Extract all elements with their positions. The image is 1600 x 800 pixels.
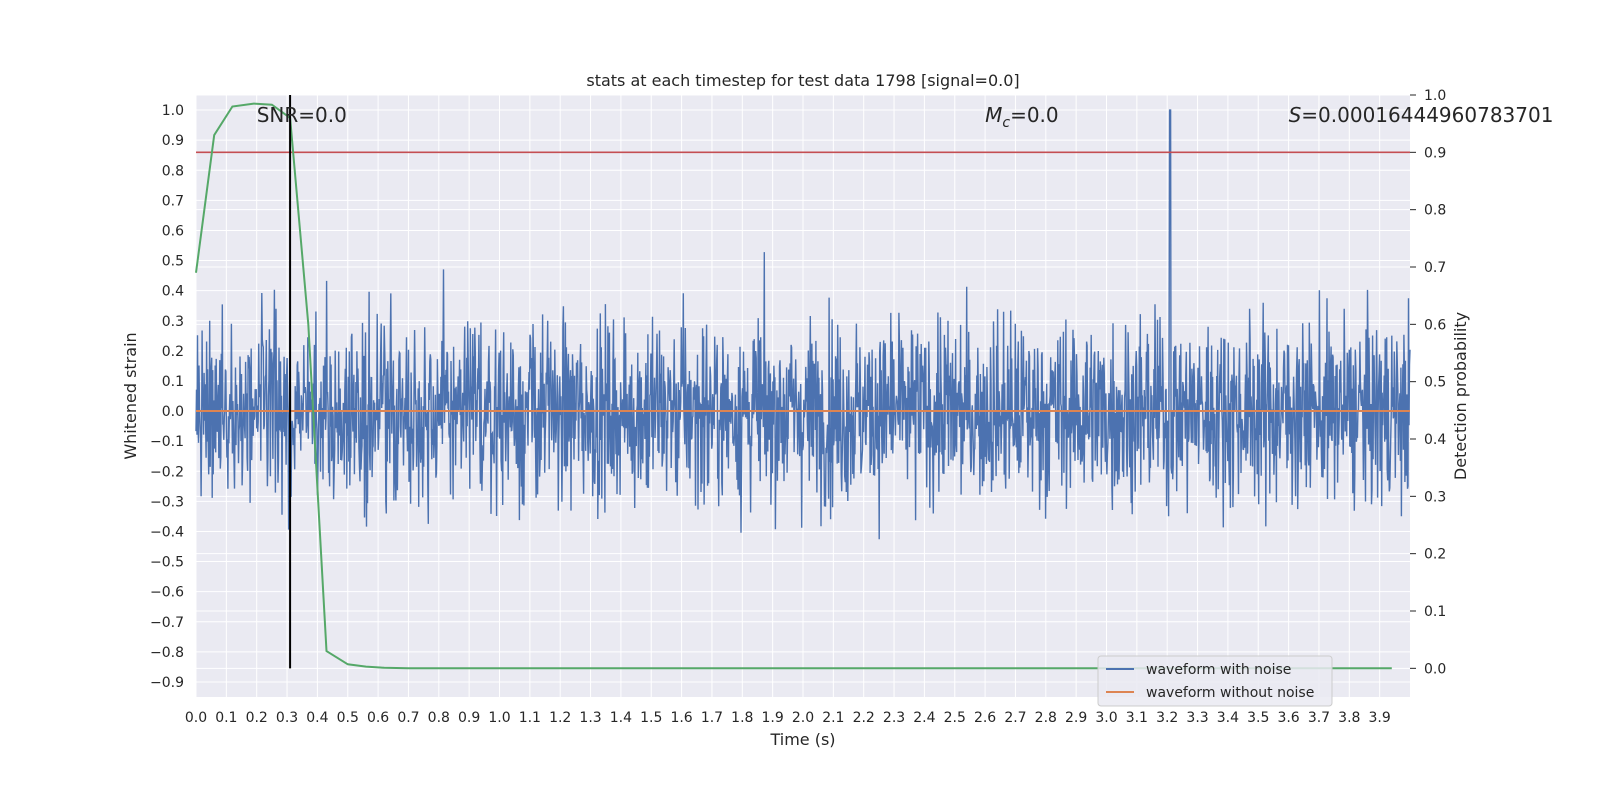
legend: waveform with noise waveform without noi…	[1097, 655, 1333, 707]
x-tick-label: 2.9	[1065, 710, 1087, 726]
x-tick-label: 1.3	[579, 710, 601, 726]
y-tick-label: 0.7	[162, 193, 184, 209]
y2-axis-ticks: 0.0 0.1 0.2 0.3 0.4 0.5 0.6 0.7 0.8 0.9 1.0	[1410, 88, 1446, 677]
x-tick-label: 0.7	[397, 710, 419, 726]
x-axis-ticks: 0.0 0.1 0.2 0.3 0.4 0.5 0.6 0.7 0.8 0.9 1.0 1.1 1.2 1…	[185, 710, 1391, 726]
y2-tick-label: 0.7	[1424, 260, 1446, 276]
series-waveform-with-noise	[195, 109, 1411, 540]
y2-axis-label: Detection probability	[1451, 312, 1470, 480]
y-tick-label: −0.4	[150, 524, 184, 540]
y-axis-ticks: −0.9 −0.8 −0.7 −0.6 −0.5 −0.4 −0.3 −0.2 −0.1 0.0 0…	[150, 103, 184, 691]
y-tick-label: 0.0	[162, 404, 184, 420]
y2-tick-label: 0.1	[1424, 604, 1446, 620]
x-tick-label: 2.5	[944, 710, 966, 726]
series-line-detection-probability	[195, 102, 1392, 670]
annotation-mc-subscript: c	[1002, 115, 1010, 131]
y2-tick-label: 0.3	[1424, 489, 1446, 505]
annotation-s: S=0.00016444960783701	[1289, 103, 1554, 127]
series-line-waveform-with-noise	[195, 109, 1411, 540]
y-tick-label: 0.4	[162, 284, 184, 300]
x-tick-label: 3.4	[1217, 710, 1239, 726]
x-tick-label: 1.7	[701, 710, 723, 726]
series-group	[195, 95, 1410, 670]
legend-box	[1097, 655, 1333, 707]
chart-title: stats at each timestep for test data 179…	[586, 71, 1019, 90]
y-tick-label: 0.2	[162, 344, 184, 360]
y-tick-label: −0.2	[150, 464, 184, 480]
y2-tick-label: 0.8	[1424, 203, 1446, 219]
x-tick-label: 3.5	[1247, 710, 1269, 726]
x-tick-label: 3.2	[1156, 710, 1178, 726]
x-tick-label: 3.6	[1277, 710, 1299, 726]
y2-tick-label: 0.5	[1424, 375, 1446, 391]
x-tick-label: 1.4	[610, 710, 632, 726]
x-tick-label: 0.6	[367, 710, 389, 726]
x-tick-label: 3.1	[1126, 710, 1148, 726]
x-tick-label: 1.0	[488, 710, 510, 726]
y-tick-label: 1.0	[162, 103, 184, 119]
x-tick-label: 2.7	[1004, 710, 1026, 726]
x-tick-label: 0.3	[276, 710, 298, 726]
y2-tick-label: 0.2	[1424, 547, 1446, 563]
x-tick-label: 3.3	[1186, 710, 1208, 726]
x-axis-label: Time (s)	[769, 730, 835, 749]
x-tick-label: 0.1	[215, 710, 237, 726]
y-tick-label: 0.8	[162, 163, 184, 179]
y-axis-label: Whitened strain	[121, 332, 140, 459]
x-tick-label: 2.8	[1035, 710, 1057, 726]
x-tick-label: 3.0	[1095, 710, 1117, 726]
y2-tick-label: 0.6	[1424, 317, 1446, 333]
x-tick-label: 1.6	[670, 710, 692, 726]
x-tick-label: 0.2	[246, 710, 268, 726]
x-tick-label: 1.2	[549, 710, 571, 726]
x-tick-label: 1.8	[731, 710, 753, 726]
annotation-s-value: =0.00016444960783701	[1301, 103, 1553, 127]
x-tick-label: 1.1	[519, 710, 541, 726]
x-tick-label: 1.9	[762, 710, 784, 726]
y2-tick-label: 0.0	[1424, 661, 1446, 677]
y-tick-label: −0.7	[150, 615, 184, 631]
y-tick-label: 0.1	[162, 374, 184, 390]
x-tick-label: 0.0	[185, 710, 207, 726]
x-tick-label: 3.8	[1338, 710, 1360, 726]
y-tick-label: −0.8	[150, 645, 184, 661]
y2-tick-label: 0.9	[1424, 145, 1446, 161]
x-tick-label: 0.5	[337, 710, 359, 726]
x-tick-label: 1.5	[640, 710, 662, 726]
annotation-mc-value: =0.0	[1010, 103, 1059, 127]
y-tick-label: 0.5	[162, 254, 184, 270]
y-tick-label: −0.1	[150, 434, 184, 450]
x-tick-label: 2.1	[822, 710, 844, 726]
x-tick-label: 0.9	[458, 710, 480, 726]
x-tick-label: 2.0	[792, 710, 814, 726]
legend-entry-waveform-without-noise: waveform without noise	[1146, 685, 1314, 701]
annotation-snr: SNR=0.0	[257, 103, 347, 127]
legend-entry-waveform-with-noise: waveform with noise	[1146, 662, 1291, 678]
annotation-mc-symbol: M	[985, 103, 1002, 127]
y-tick-label: 0.6	[162, 223, 184, 239]
y2-tick-label: 1.0	[1424, 88, 1446, 104]
annotation-chirp-mass: Mc=0.0	[985, 103, 1059, 131]
x-tick-label: 3.9	[1369, 710, 1391, 726]
y-tick-label: −0.3	[150, 494, 184, 510]
x-tick-label: 2.6	[974, 710, 996, 726]
y-tick-label: −0.6	[150, 585, 184, 601]
x-tick-label: 2.4	[913, 710, 935, 726]
annotation-s-symbol: S	[1289, 103, 1302, 127]
x-tick-label: 3.7	[1308, 710, 1330, 726]
y-tick-label: 0.9	[162, 133, 184, 149]
x-tick-label: 2.2	[853, 710, 875, 726]
x-tick-label: 2.3	[883, 710, 905, 726]
y-tick-label: 0.3	[162, 314, 184, 330]
x-tick-label: 0.4	[306, 710, 328, 726]
y-tick-label: −0.5	[150, 555, 184, 571]
y2-tick-label: 0.4	[1424, 432, 1446, 448]
x-tick-label: 0.8	[428, 710, 450, 726]
y-tick-label: −0.9	[150, 675, 184, 691]
